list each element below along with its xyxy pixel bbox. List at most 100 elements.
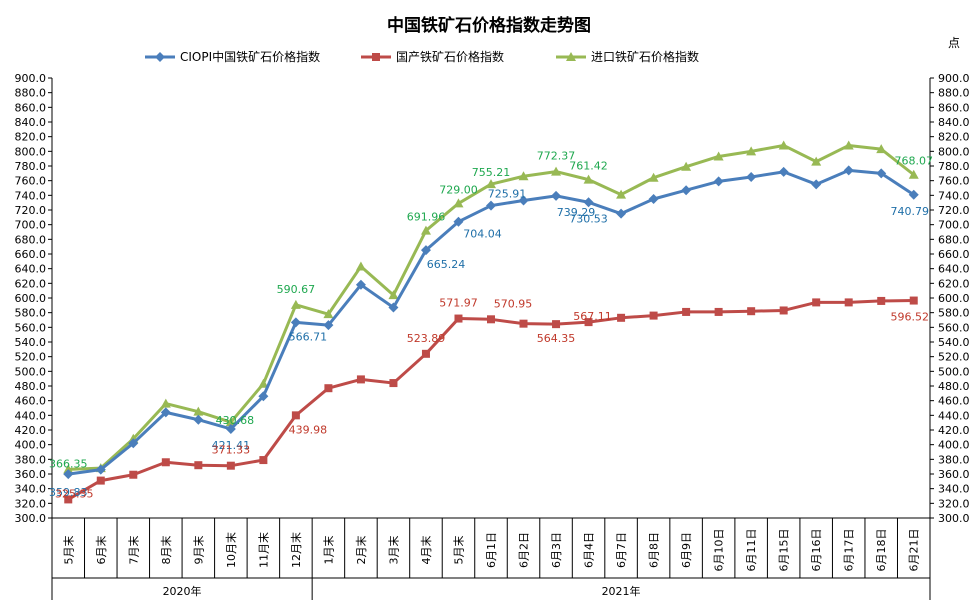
legend-marker [155, 52, 165, 62]
y-tick-label-right: 320.0 [938, 497, 970, 510]
series-1 [64, 296, 918, 504]
series-line [67, 299, 914, 501]
data-point [388, 302, 399, 313]
data-point [811, 156, 822, 166]
data-point [453, 216, 464, 227]
data-point [681, 161, 692, 171]
data-point [713, 176, 724, 187]
legend-item: CIOPI中国铁矿石价格指数 [145, 49, 320, 64]
y-tick-label-left: 320.0 [15, 497, 47, 510]
y-tick-label-left: 660.0 [15, 248, 47, 261]
y-tick-label-right: 720.0 [938, 204, 970, 217]
data-point [583, 197, 594, 208]
data-labels-layer: 359.83 421.41 566.71 665.24 704.04 725.91 739.… [49, 150, 933, 501]
data-point [259, 456, 268, 465]
y-tick-label-left: 480.0 [15, 380, 47, 393]
data-point [616, 189, 627, 199]
data-point [355, 279, 366, 290]
y-tick-label-left: 300.0 [15, 512, 47, 525]
data-point [324, 384, 333, 393]
data-point [193, 406, 204, 416]
y-tick-label-left: 600.0 [15, 292, 47, 305]
data-point [617, 313, 626, 322]
data-label: 691.96 [407, 211, 446, 224]
data-point [421, 349, 430, 358]
y-tick-label-right: 520.0 [938, 351, 970, 364]
y-tick-label-left: 700.0 [15, 219, 47, 232]
x-tick-label: 6月10日 [713, 529, 726, 572]
y-tick-label-right: 360.0 [938, 468, 970, 481]
data-point [649, 311, 658, 320]
y-tick-label-left: 500.0 [15, 365, 47, 378]
data-point [486, 200, 496, 211]
data-point [453, 198, 464, 208]
data-point [876, 144, 887, 154]
data-point [584, 318, 593, 327]
data-point [714, 307, 723, 316]
x-tick-label: 6月8日 [648, 532, 661, 568]
y-tick-label-right: 880.0 [938, 87, 970, 100]
y-tick-label-left: 780.0 [15, 160, 47, 173]
data-point [583, 174, 594, 184]
x-tick-label: 5月末 [61, 536, 75, 565]
x-tick-label: 6月9日 [680, 532, 693, 568]
data-point [194, 461, 203, 470]
data-point [518, 171, 529, 181]
data-point [778, 166, 789, 177]
x-tick-label: 6月11日 [745, 529, 758, 572]
data-label: 439.98 [289, 423, 328, 436]
x-tick-label: 4月末 [419, 536, 433, 565]
data-label: 704.04 [463, 228, 502, 241]
y-tick-label-left: 900.0 [15, 72, 47, 85]
data-point [160, 407, 171, 418]
y-tick-label-left: 540.0 [15, 336, 47, 349]
legend-label: 进口铁矿石价格指数 [591, 49, 699, 64]
y-tick-label-left: 340.0 [15, 483, 47, 496]
y-tick-label-right: 680.0 [938, 233, 970, 246]
y-tick-label-right: 440.0 [938, 409, 970, 422]
chart-title: 中国铁矿石价格指数走势图 [387, 15, 591, 36]
data-point [388, 290, 399, 300]
data-point [843, 165, 854, 176]
series-0 [63, 165, 919, 480]
data-point [225, 423, 236, 434]
data-point [63, 464, 74, 474]
data-point [63, 469, 74, 480]
data-label: 371.33 [212, 444, 251, 457]
data-label: 596.52 [890, 311, 929, 324]
y-tick-label-right: 600.0 [938, 292, 970, 305]
data-point [225, 417, 236, 427]
y-tick-label-left: 460.0 [15, 395, 47, 408]
data-point [876, 168, 887, 179]
y-tick-label-right: 760.0 [938, 175, 970, 188]
data-point [323, 320, 334, 331]
y-tick-label-left: 720.0 [15, 204, 47, 217]
y-tick-label-left: 880.0 [15, 87, 47, 100]
data-point [161, 458, 170, 467]
data-point [746, 172, 757, 182]
data-point [908, 189, 919, 200]
y-tick-label-right: 400.0 [938, 439, 970, 452]
x-tick-label: 6月3日 [550, 532, 563, 568]
y-tick-label-right: 620.0 [938, 277, 970, 290]
data-point [812, 298, 821, 307]
y-tick-label-right: 740.0 [938, 189, 970, 202]
x-tick-label: 6月末 [94, 536, 108, 565]
data-point [356, 375, 365, 384]
x-tick-label: 1月末 [321, 536, 335, 565]
data-point [682, 307, 691, 316]
data-point [160, 398, 171, 408]
y-tick-label-left: 560.0 [15, 321, 47, 334]
y-tick-label-right: 860.0 [938, 101, 970, 114]
data-label: 725.91 [488, 188, 527, 201]
y-tick-label-right: 300.0 [938, 512, 970, 525]
data-point [713, 151, 724, 161]
y-tick-label-left: 400.0 [15, 439, 47, 452]
y-tick-label-right: 380.0 [938, 453, 970, 466]
data-point [552, 320, 561, 329]
data-point [778, 140, 789, 150]
y-tick-label-right: 420.0 [938, 424, 970, 437]
data-label: 566.71 [289, 330, 328, 343]
